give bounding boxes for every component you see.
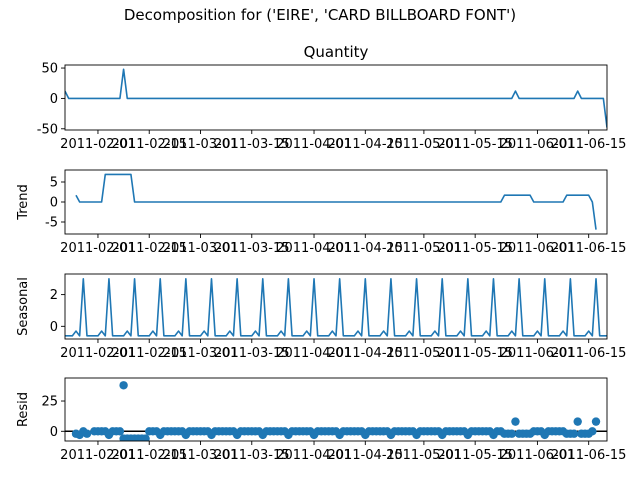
resid-point xyxy=(569,429,579,438)
x-tick-label: 2011-04-01 xyxy=(276,137,352,152)
x-tick-label: 2011-05-01 xyxy=(386,448,462,463)
y-axis-label: Resid xyxy=(16,392,31,427)
x-tick-label: 2011-03-01 xyxy=(163,241,239,256)
x-tick-label: 2011-02-01 xyxy=(60,448,136,463)
x-tick-label: 2011-03-01 xyxy=(163,346,239,361)
y-axis-label: Seasonal xyxy=(16,277,31,336)
x-tick-label: 2011-06-15 xyxy=(551,137,627,152)
x-tick-label: 2011-03-15 xyxy=(214,346,290,361)
series-line-1 xyxy=(65,277,607,337)
y-tick-label: 0 xyxy=(50,196,58,211)
x-tick-label: 2011-06-01 xyxy=(500,346,576,361)
x-tick-label: 2011-04-15 xyxy=(328,346,404,361)
series-line-1 xyxy=(75,173,597,230)
x-tick-label: 2011-05-01 xyxy=(386,346,462,361)
resid-point xyxy=(511,417,520,426)
axes-frame xyxy=(64,64,608,131)
resid-point xyxy=(141,434,150,441)
panel-3: 0 2 2011-02-012011-02-152011-03-012011-03-… xyxy=(16,273,627,361)
x-tick-label: 2011-04-01 xyxy=(276,241,352,256)
x-tick-label: 2011-02-15 xyxy=(111,346,187,361)
resid-point xyxy=(82,429,92,438)
x-tick-label: 2011-05-01 xyxy=(386,137,462,152)
y-tick-label: 5 xyxy=(50,176,58,191)
x-tick-label: 2011-02-15 xyxy=(111,137,187,152)
x-tick-label: 2011-05-15 xyxy=(437,448,513,463)
axes-frame xyxy=(64,273,608,340)
x-tick-label: 2011-03-15 xyxy=(214,137,290,152)
y-tick-label: 0 xyxy=(50,425,58,440)
x-tick-label: 2011-04-15 xyxy=(328,241,404,256)
plot-area xyxy=(65,381,607,441)
x-tick-label: 2011-06-01 xyxy=(500,448,576,463)
resid-point xyxy=(507,429,516,438)
x-tick-label: 2011-04-01 xyxy=(276,346,352,361)
y-tick-label: 0 xyxy=(50,320,58,335)
panel-2: -5052011-02-012011-02-152011-03-012011-0… xyxy=(16,169,627,256)
plot-area xyxy=(65,277,607,337)
x-tick-label: 2011-02-01 xyxy=(60,346,136,361)
x-tick-label: 2011-03-01 xyxy=(163,448,239,463)
x-tick-label: 2011-04-01 xyxy=(276,448,352,463)
x-tick-label: 2011-05-15 xyxy=(437,346,513,361)
resid-point xyxy=(115,427,125,436)
x-tick-label: 2011-02-01 xyxy=(60,137,136,152)
panel-4: 0 25 2011-02-012011-02-152011-03-012011-03… xyxy=(16,377,627,463)
plot-area xyxy=(65,68,607,128)
x-tick-label: 2011-05-15 xyxy=(437,241,513,256)
resid-point xyxy=(119,381,128,390)
x-tick-label: 2011-05-15 xyxy=(437,137,513,152)
y-tick-label: 50 xyxy=(41,62,58,77)
plot-area xyxy=(75,173,597,230)
x-tick-label: 2011-06-15 xyxy=(551,448,627,463)
x-tick-label: 2011-04-15 xyxy=(328,448,404,463)
x-tick-label: 2011-05-01 xyxy=(386,241,462,256)
x-tick-label: 2011-06-15 xyxy=(551,241,627,256)
x-tick-label: 2011-03-15 xyxy=(214,448,290,463)
x-tick-label: 2011-03-15 xyxy=(214,241,290,256)
panel-1: -500502011-02-012011-02-152011-03-012011… xyxy=(37,43,627,152)
panel-title: Quantity xyxy=(304,43,369,61)
x-tick-label: 2011-03-01 xyxy=(163,137,239,152)
y-tick-label: 0 xyxy=(50,92,58,107)
resid-point xyxy=(588,427,597,436)
x-tick-label: 2011-06-15 xyxy=(551,346,627,361)
resid-point xyxy=(573,417,582,426)
x-tick-label: 2011-02-15 xyxy=(111,241,187,256)
y-axis-label: Trend xyxy=(16,184,31,221)
figure-suptitle: Decomposition for ('EIRE', 'CARD BILLBOA… xyxy=(123,6,517,24)
resid-point xyxy=(591,417,601,426)
x-tick-label: 2011-02-01 xyxy=(60,241,136,256)
y-tick-label: 25 xyxy=(41,395,58,410)
x-tick-label: 2011-06-01 xyxy=(500,241,576,256)
y-tick-label: -50 xyxy=(37,122,58,137)
axes-frame xyxy=(64,377,608,442)
x-tick-label: 2011-04-15 xyxy=(328,137,404,152)
x-tick-label: 2011-02-15 xyxy=(111,448,187,463)
y-tick-label: -5 xyxy=(45,216,58,231)
y-tick-label: 2 xyxy=(50,288,58,303)
series-line-1 xyxy=(65,68,607,128)
x-tick-label: 2011-06-01 xyxy=(500,137,576,152)
